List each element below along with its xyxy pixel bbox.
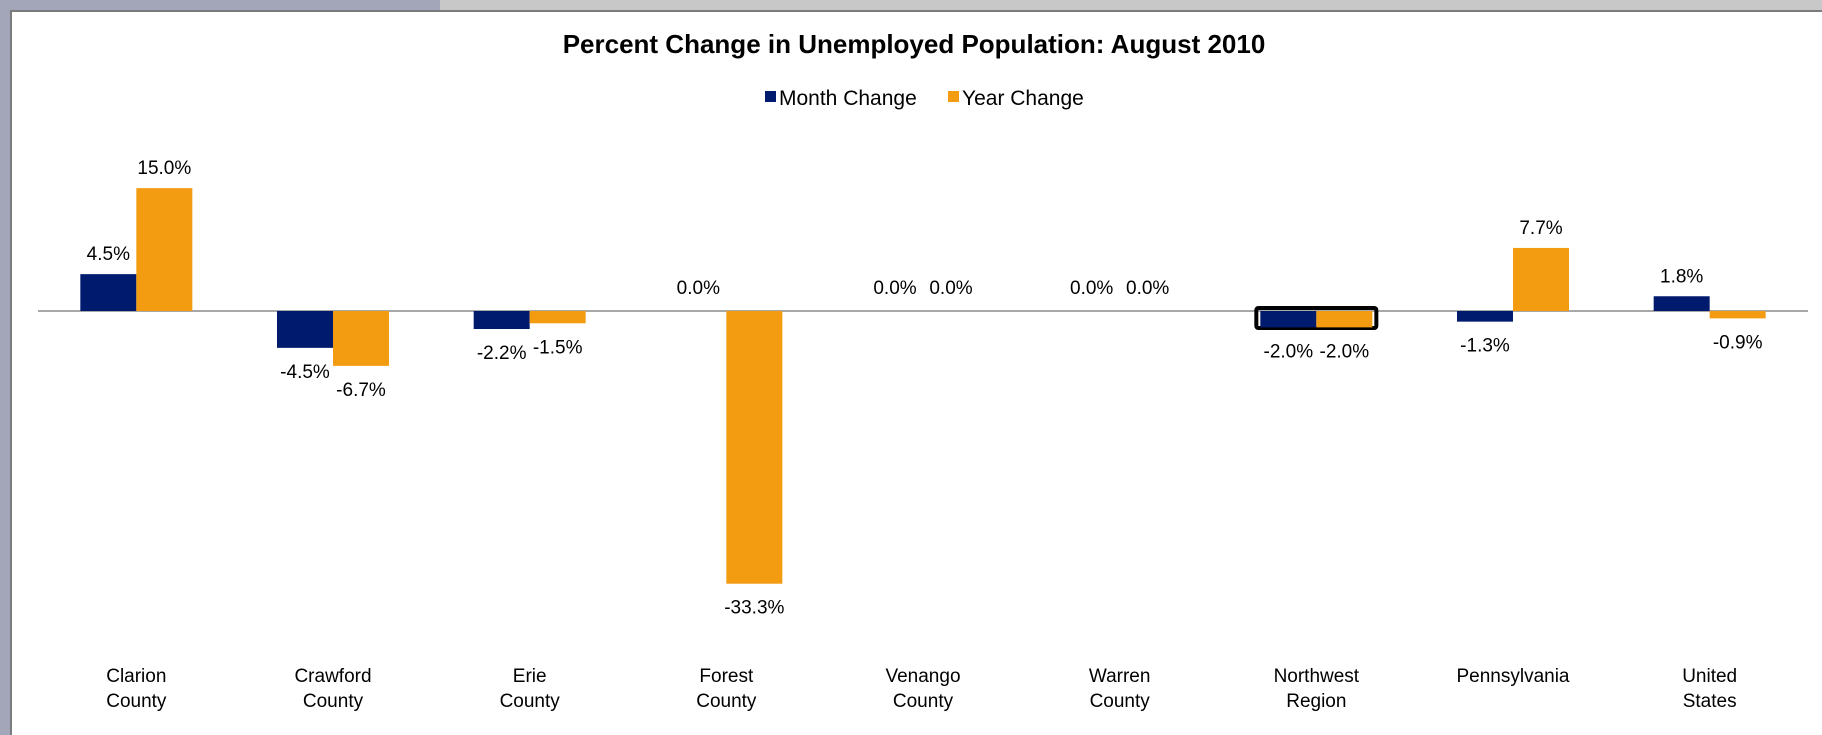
bar-0-2 [473, 311, 530, 330]
data-label-1-2: -1.5% [533, 337, 583, 358]
category-label-5-0: Warren [1089, 666, 1151, 687]
bar-1-3 [726, 311, 783, 584]
data-label-0-4: 0.0% [873, 278, 916, 299]
bars-group [80, 188, 1766, 584]
data-label-0-0: 4.5% [87, 244, 130, 265]
bar-1-0 [136, 188, 193, 311]
bar-1-7 [1513, 247, 1569, 311]
data-label-1-4: 0.0% [929, 278, 972, 299]
bar-0-0 [80, 274, 137, 311]
data-label-1-7: 7.7% [1519, 218, 1562, 239]
category-label-8-1: States [1683, 691, 1737, 712]
bar-1-8 [1709, 311, 1766, 319]
bar-0-8 [1653, 296, 1710, 311]
category-label-4-1: County [893, 691, 954, 712]
chart-title: Percent Change in Unemployed Population:… [563, 29, 1266, 59]
legend-swatch-1 [948, 91, 959, 102]
data-label-0-7: -1.3% [1460, 336, 1510, 357]
data-label-0-8: 1.8% [1660, 266, 1703, 287]
category-label-4-0: Venango [885, 666, 960, 687]
bar-1-6 [1316, 311, 1373, 328]
category-label-5-1: County [1090, 691, 1151, 712]
category-label-0-1: County [106, 691, 167, 712]
category-label-8-0: United [1682, 666, 1737, 687]
data-label-1-0: 15.0% [137, 158, 191, 179]
category-label-0-0: Clarion [106, 666, 166, 687]
selected-category-outline [1254, 306, 1379, 330]
category-label-6-1: Region [1286, 691, 1346, 712]
data-label-0-3: 0.0% [677, 278, 720, 299]
data-label-1-6: -2.0% [1320, 341, 1370, 362]
data-label-0-5: 0.0% [1070, 278, 1113, 299]
legend-label-0: Month Change [779, 87, 917, 110]
data-label-1-8: -0.9% [1713, 332, 1763, 353]
data-label-0-1: -4.5% [280, 362, 330, 383]
category-label-3-0: Forest [699, 666, 754, 687]
data-label-0-6: -2.0% [1264, 341, 1314, 362]
bar-0-7 [1457, 311, 1513, 322]
top-border-strip [440, 0, 1822, 10]
data-label-0-2: -2.2% [477, 343, 527, 364]
category-label-1-0: Crawford [294, 666, 371, 687]
legend: Month Change Year Change [765, 87, 1084, 110]
category-label-6-0: Northwest [1274, 666, 1360, 687]
data-label-1-5: 0.0% [1126, 278, 1169, 299]
bar-0-6 [1260, 311, 1317, 328]
bar-0-1 [277, 311, 333, 348]
bar-1-2 [529, 311, 586, 324]
bar-1-1 [333, 311, 389, 366]
category-label-2-0: Erie [513, 666, 547, 687]
category-label-7-0: Pennsylvania [1456, 666, 1569, 687]
data-label-1-3: -33.3% [724, 598, 784, 619]
legend-label-1: Year Change [962, 87, 1084, 110]
data-label-1-1: -6.7% [336, 380, 386, 401]
category-labels-group: Clarion County Crawford County Erie County For… [106, 666, 1737, 712]
legend-swatch-0 [765, 91, 776, 102]
category-label-3-1: County [696, 691, 757, 712]
category-label-1-1: County [303, 691, 364, 712]
category-label-2-1: County [500, 691, 561, 712]
data-labels-group: 4.5% 15.0% -4.5% -6.7% -2.2% -1.5% 0.0% -33.3% 0… [87, 158, 1763, 619]
chart-panel [10, 10, 1822, 735]
